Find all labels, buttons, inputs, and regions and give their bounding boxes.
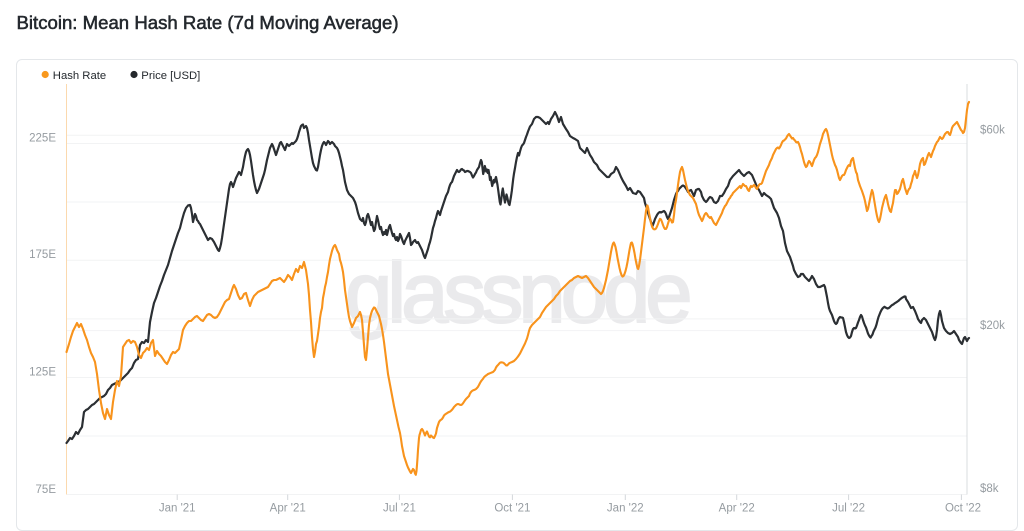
svg-text:225E: 225E (29, 133, 56, 145)
svg-text:Jul '21: Jul '21 (383, 503, 416, 515)
svg-text:Apr '21: Apr '21 (270, 503, 306, 515)
svg-text:Hash Rate: Hash Rate (53, 70, 106, 82)
svg-text:Price [USD]: Price [USD] (141, 70, 200, 82)
svg-text:Apr '22: Apr '22 (719, 503, 755, 515)
svg-text:75E: 75E (36, 484, 57, 496)
svg-text:Jul '22: Jul '22 (832, 503, 865, 515)
svg-text:$8k: $8k (980, 483, 999, 495)
svg-text:175E: 175E (29, 249, 56, 261)
svg-text:Oct '22: Oct '22 (945, 503, 981, 515)
svg-text:125E: 125E (29, 367, 56, 379)
svg-text:$20k: $20k (980, 320, 1005, 332)
svg-text:Jan '22: Jan '22 (607, 503, 644, 515)
svg-text:$60k: $60k (980, 125, 1005, 137)
svg-text:Jan '21: Jan '21 (159, 503, 196, 515)
svg-text:Oct '21: Oct '21 (494, 503, 530, 515)
